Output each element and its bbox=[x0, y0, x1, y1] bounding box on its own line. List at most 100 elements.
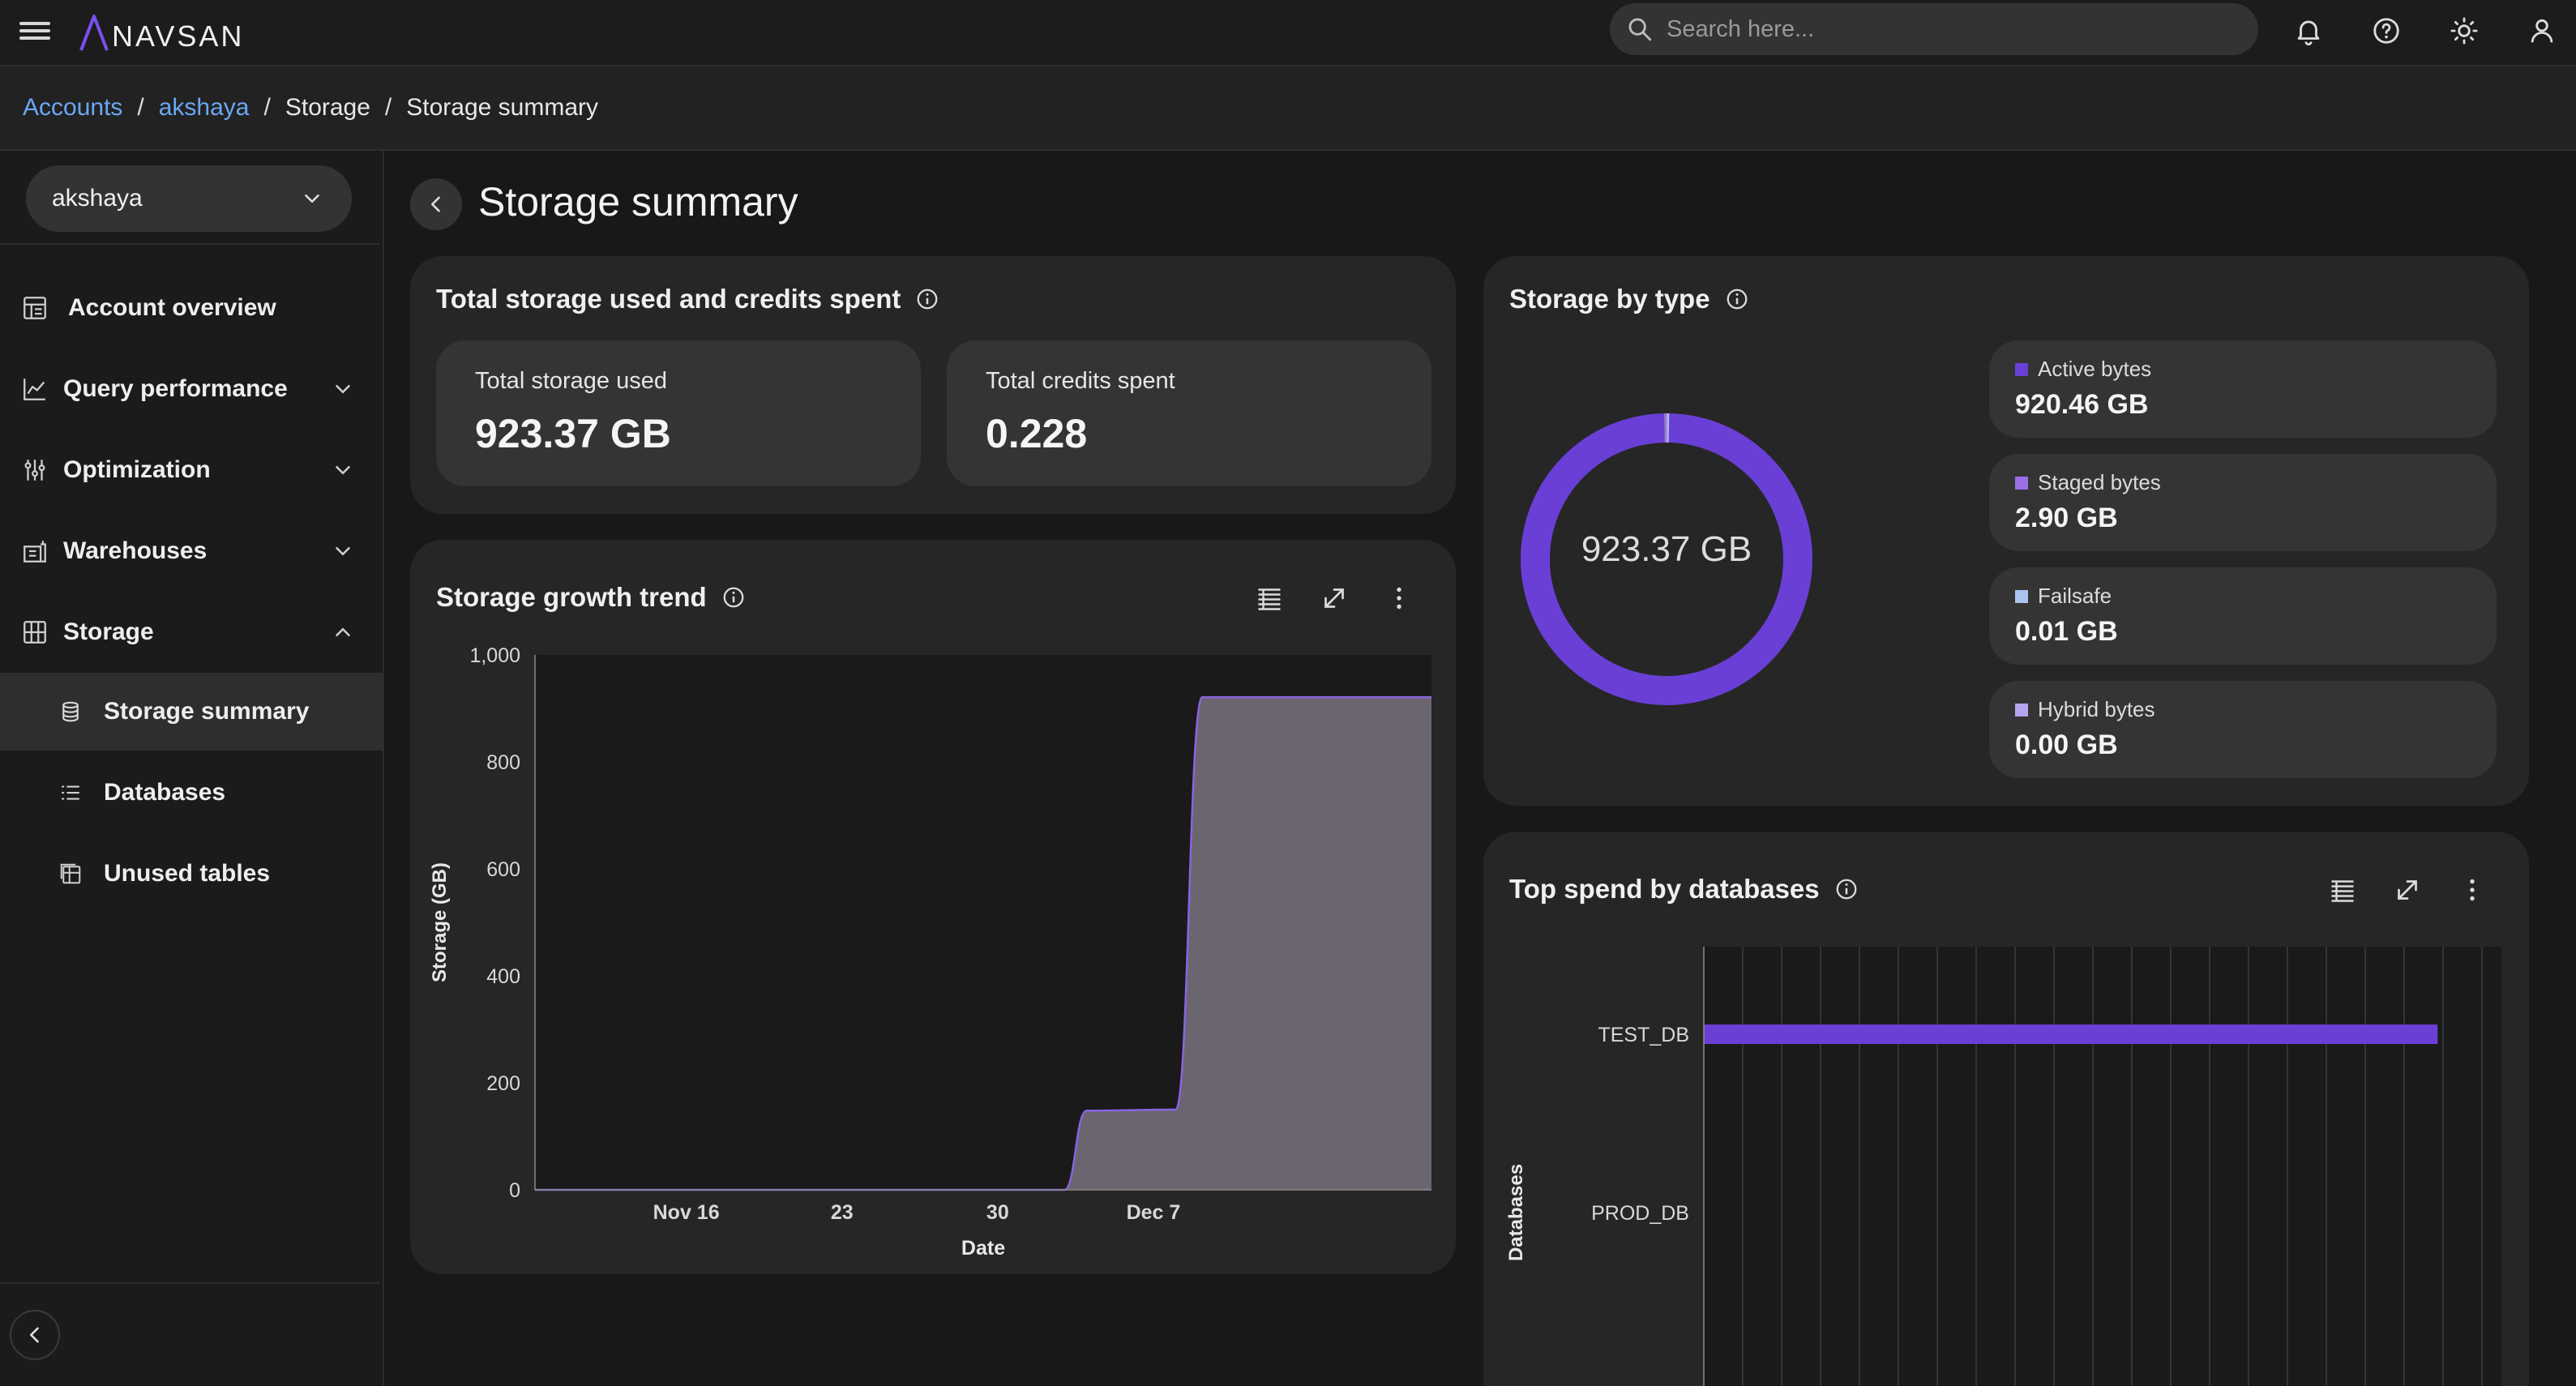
total-storage-stat: Total storage used 923.37 GB bbox=[436, 340, 921, 486]
storage-growth-card: Storage growth trend 0 200 400 600 800 1,000 … bbox=[410, 540, 1456, 1274]
x-tick-label: Dec 7 bbox=[1127, 1201, 1181, 1224]
legend-item-failsafe: Failsafe 0.01 GB bbox=[1989, 567, 2497, 665]
app-logo[interactable]: NAVSAN bbox=[78, 8, 244, 57]
table-icon bbox=[60, 863, 81, 884]
user-profile-button[interactable] bbox=[2524, 13, 2560, 49]
search-input[interactable] bbox=[1667, 15, 2218, 43]
y-axis-label: Databases bbox=[1505, 1164, 1527, 1261]
breadcrumb: Accounts / akshaya / Storage / Storage s… bbox=[0, 66, 2576, 151]
chevron-down-icon bbox=[336, 385, 350, 394]
search-box[interactable] bbox=[1610, 3, 2258, 55]
x-tick-label: Nov 16 bbox=[653, 1201, 720, 1224]
menu-icon[interactable] bbox=[19, 18, 50, 42]
page-title: Storage summary bbox=[478, 179, 798, 225]
sidebar-item-databases[interactable]: Databases bbox=[0, 754, 383, 832]
sidebar-item-unused-tables[interactable]: Unused tables bbox=[0, 835, 383, 913]
info-icon[interactable] bbox=[721, 585, 746, 610]
storage-by-type-card: Storage by type 923.37 GB Active bytes 9… bbox=[1483, 256, 2529, 806]
legend-value: 2.90 GB bbox=[2015, 503, 2118, 533]
toggle-table-view-button[interactable] bbox=[2326, 874, 2359, 906]
growth-card-title: Storage growth trend bbox=[436, 582, 707, 612]
theme-toggle-button[interactable] bbox=[2446, 13, 2482, 49]
info-icon[interactable] bbox=[1834, 877, 1859, 901]
account-selector[interactable]: akshaya bbox=[26, 165, 352, 232]
y-axis-label: Storage (GB) bbox=[429, 862, 451, 982]
chevron-down-icon bbox=[336, 547, 350, 556]
sidebar-item-storage[interactable]: Storage bbox=[0, 593, 383, 671]
legend-value: 0.00 GB bbox=[2015, 729, 2118, 760]
y-tick-label: 800 bbox=[486, 751, 520, 774]
logo-text: NAVSAN bbox=[112, 19, 245, 53]
table-view-icon bbox=[1258, 588, 1281, 610]
toggle-table-view-button[interactable] bbox=[1253, 582, 1286, 614]
y-tick-label: 0 bbox=[509, 1179, 520, 1202]
donut-center-label: 923.37 GB bbox=[1581, 529, 1752, 569]
sidebar-item-label: Query performance bbox=[63, 375, 288, 402]
sun-icon bbox=[2450, 17, 2478, 45]
stat-label: Total storage used bbox=[475, 368, 667, 394]
dashboard-icon bbox=[24, 297, 46, 319]
sidebar-item-label: Storage bbox=[63, 618, 154, 645]
y-tick-label: 1,000 bbox=[469, 644, 520, 667]
y-tick-label: PROD_DB bbox=[1591, 1202, 1689, 1225]
breadcrumb-current: Storage summary bbox=[406, 94, 599, 121]
storage-growth-chart: 0 200 400 600 800 1,000 Nov 16 23 30 Dec 7 Stora… bbox=[429, 644, 1431, 1260]
legend-item-hybrid-bytes: Hybrid bytes 0.00 GB bbox=[1989, 681, 2497, 778]
collapse-sidebar-button[interactable] bbox=[10, 1310, 60, 1360]
breadcrumb-accounts-link[interactable]: Accounts bbox=[23, 94, 123, 121]
sidebar: akshaya Account overview Query performan… bbox=[0, 151, 384, 1386]
help-circle-icon bbox=[2373, 18, 2399, 44]
sidebar-item-label: Account overview bbox=[68, 294, 276, 321]
legend-name: Active bytes bbox=[2038, 357, 2152, 381]
stat-value: 0.228 bbox=[986, 411, 1088, 456]
stat-value: 923.37 GB bbox=[475, 411, 671, 456]
chevron-down-icon bbox=[305, 195, 319, 203]
help-button[interactable] bbox=[2368, 13, 2404, 49]
storage-donut-chart: 923.37 GB bbox=[1521, 413, 1812, 705]
back-button[interactable] bbox=[410, 178, 462, 230]
totals-card: Total storage used and credits spent Tot… bbox=[410, 256, 1456, 514]
search-icon bbox=[1628, 18, 1652, 41]
y-tick-label: TEST_DB bbox=[1598, 1024, 1689, 1046]
warehouse-icon bbox=[24, 541, 46, 563]
line-chart-icon bbox=[24, 379, 45, 400]
legend-value: 920.46 GB bbox=[2015, 389, 2149, 420]
chevron-left-icon bbox=[431, 196, 440, 212]
chevron-down-icon bbox=[336, 466, 350, 475]
sidebar-item-label: Databases bbox=[104, 779, 226, 806]
legend-item-staged-bytes: Staged bytes 2.90 GB bbox=[1989, 454, 2497, 551]
expand-chart-button[interactable] bbox=[1318, 582, 1350, 614]
sidebar-item-label: Warehouses bbox=[63, 537, 208, 564]
info-icon[interactable] bbox=[915, 287, 939, 311]
x-tick-label: 30 bbox=[986, 1201, 1009, 1224]
list-icon bbox=[61, 785, 80, 800]
y-tick-label: 400 bbox=[486, 965, 520, 988]
storage-area-series bbox=[535, 697, 1431, 1190]
storage-icon bbox=[24, 621, 46, 644]
x-tick-label: 23 bbox=[831, 1201, 854, 1224]
storage-type-card-title: Storage by type bbox=[1509, 284, 1710, 314]
user-icon bbox=[2531, 19, 2553, 43]
expand-icon bbox=[2398, 880, 2417, 900]
top-spend-chart: TEST_DB PROD_DB Databases bbox=[1505, 947, 2501, 1386]
table-view-icon bbox=[2331, 880, 2354, 902]
database-icon bbox=[62, 701, 79, 722]
sidebar-item-warehouses[interactable]: Warehouses bbox=[0, 512, 383, 590]
legend-swatch bbox=[2015, 590, 2028, 603]
more-options-button[interactable] bbox=[2456, 874, 2488, 906]
sidebar-item-account-overview[interactable]: Account overview bbox=[0, 269, 383, 347]
breadcrumb-account-link[interactable]: akshaya bbox=[158, 94, 250, 121]
spend-card-title: Top spend by databases bbox=[1509, 874, 1820, 904]
sidebar-item-label: Optimization bbox=[63, 456, 211, 483]
bar-test_db[interactable] bbox=[1704, 1025, 2438, 1044]
notifications-button[interactable] bbox=[2291, 13, 2326, 49]
info-icon[interactable] bbox=[1725, 287, 1749, 311]
sidebar-item-storage-summary[interactable]: Storage summary bbox=[0, 673, 383, 751]
sidebar-item-optimization[interactable]: Optimization bbox=[0, 431, 383, 509]
more-options-button[interactable] bbox=[1383, 582, 1415, 614]
legend-name: Failsafe bbox=[2038, 584, 2112, 608]
sidebar-item-query-performance[interactable]: Query performance bbox=[0, 350, 383, 428]
expand-chart-button[interactable] bbox=[2391, 874, 2424, 906]
y-tick-label: 200 bbox=[486, 1072, 520, 1095]
more-vertical-icon bbox=[2470, 879, 2475, 901]
